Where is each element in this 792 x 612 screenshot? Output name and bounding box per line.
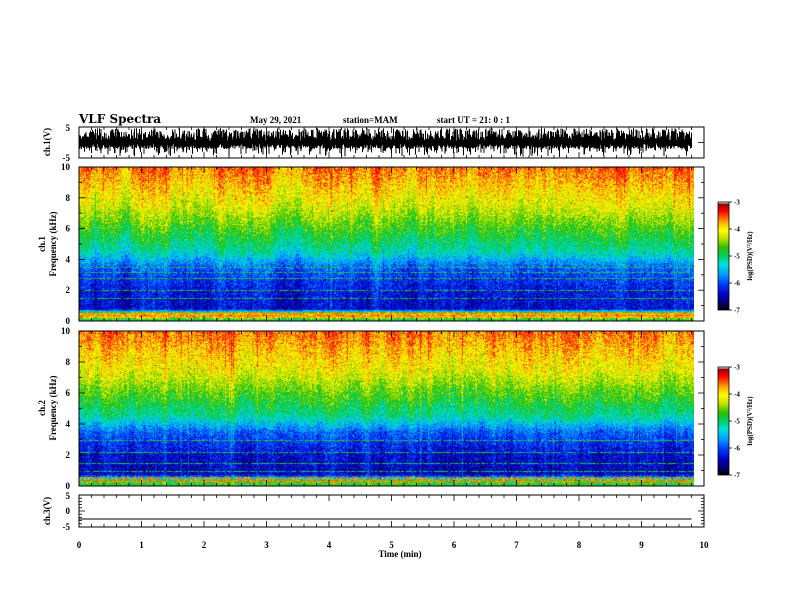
- ch1-spectrogram-image: [79, 167, 694, 321]
- ch1-spectrogram-ylabel-frequency: Frequency (kHz): [48, 211, 58, 276]
- date-label: May 29, 2021: [250, 115, 302, 125]
- ch2-spectrogram-panel: 0 2 4 6 8 10 ch.2 Frequency (kHz): [37, 326, 705, 491]
- figure-title: VLF Spectra: [78, 112, 161, 126]
- ch3-ytick-bottom: -5: [63, 522, 71, 532]
- frequency-tick-label: 8: [66, 193, 71, 203]
- ch3-ytick-middle: 0: [66, 506, 71, 516]
- ch2-spectrogram-ticks: [78, 330, 705, 487]
- frequency-tick-label: 10: [61, 162, 71, 172]
- frequency-tick-label: 2: [66, 450, 71, 460]
- ch1-spectrogram-ylabel-channel: ch.1: [37, 236, 47, 252]
- colorbar-tick-label: -3: [734, 199, 740, 207]
- time-tick-label: 0: [77, 540, 82, 550]
- ch1-waveform-line: [78, 128, 692, 157]
- time-tick-label: 8: [577, 540, 582, 550]
- time-tick-label: 4: [327, 540, 332, 550]
- ch3-waveform-ylabel: ch.3(V): [42, 497, 52, 525]
- frequency-tick-label: 10: [61, 326, 71, 336]
- ch1-waveform-ylabel: ch.1(V): [42, 128, 52, 156]
- ch1-colorbar: -3 -4 -5 -6 -7 log(PSD)(V²/Hz): [717, 199, 754, 315]
- time-tick-label: 1: [139, 540, 144, 550]
- colorbar-tick-label: -6: [734, 445, 740, 453]
- ch2-spectrogram-image: [79, 331, 694, 486]
- ch2-frequency-tick-labels: 0 2 4 6 8 10: [61, 326, 71, 491]
- colorbar-tick-label: -4: [734, 226, 740, 234]
- start-time-label: start UT = 21: 0 : 1: [437, 115, 510, 125]
- frequency-tick-label: 6: [66, 388, 71, 398]
- time-tick-label: 5: [389, 540, 394, 550]
- ch1-frequency-tick-labels: 0 2 4 6 8 10: [61, 162, 71, 326]
- frequency-tick-label: 0: [66, 481, 71, 491]
- colorbar-tick-label: -5: [734, 253, 740, 261]
- ch2-colorbar-ticks: -3 -4 -5 -6 -7: [729, 364, 740, 480]
- time-tick-label: 3: [264, 540, 269, 550]
- ch1-waveform-ticks: [78, 126, 705, 159]
- time-tick-label: 2: [202, 540, 207, 550]
- time-tick-label: 9: [639, 540, 644, 550]
- ch3-ytick-top: 5: [66, 491, 71, 501]
- ch1-colorbar-gradient: [718, 202, 729, 310]
- ch2-colorbar-label: log(PSD)(V²/Hz): [746, 396, 754, 446]
- frequency-tick-label: 8: [66, 357, 71, 367]
- frequency-tick-label: 4: [66, 254, 71, 264]
- colorbar-tick-label: -5: [734, 418, 740, 426]
- ch1-spectrogram-panel: 0 2 4 6 8 10 ch.1 Frequency (kHz): [37, 162, 705, 326]
- frequency-tick-label: 4: [66, 419, 71, 429]
- ch1-ytick-top: 5: [66, 123, 71, 133]
- ch2-colorbar-gradient: [718, 367, 729, 475]
- ch1-colorbar-ticks: -3 -4 -5 -6 -7: [729, 199, 740, 315]
- time-tick-labels: 0 1 2 3 4 5 6 7 8 9 10: [77, 540, 709, 550]
- ch2-colorbar: -3 -4 -5 -6 -7 log(PSD)(V²/Hz): [717, 364, 754, 480]
- ch2-spectrogram-ylabel-frequency: Frequency (kHz): [48, 375, 58, 440]
- ch1-ytick-bottom: -5: [63, 153, 71, 163]
- colorbar-tick-label: -6: [734, 280, 740, 288]
- frequency-tick-label: 0: [66, 316, 71, 326]
- colorbar-tick-label: -7: [734, 307, 740, 315]
- ch3-waveform-panel: 5 0 -5 ch.3(V) 0 1 2 3 4 5 6 7 8 9 10 Time (min): [42, 491, 709, 559]
- frequency-tick-label: 2: [66, 285, 71, 295]
- colorbar-tick-label: -4: [734, 391, 740, 399]
- time-tick-label: 10: [700, 540, 710, 550]
- station-label: station=MAM: [343, 115, 398, 125]
- colorbar-tick-label: -3: [734, 364, 740, 372]
- time-axis-label: Time (min): [378, 549, 421, 559]
- ch2-spectrogram-ylabel-channel: ch.2: [37, 400, 47, 416]
- colorbar-tick-label: -7: [734, 472, 740, 480]
- time-tick-label: 6: [452, 540, 457, 550]
- frequency-tick-label: 6: [66, 224, 71, 234]
- time-tick-label: 7: [514, 540, 519, 550]
- ch3-waveform-ticks: [78, 494, 705, 528]
- ch1-spectrogram-ticks: [78, 166, 705, 322]
- ch1-colorbar-label: log(PSD)(V²/Hz): [746, 231, 754, 281]
- ch1-waveform-panel: 5 -5 ch.1(V): [42, 123, 705, 163]
